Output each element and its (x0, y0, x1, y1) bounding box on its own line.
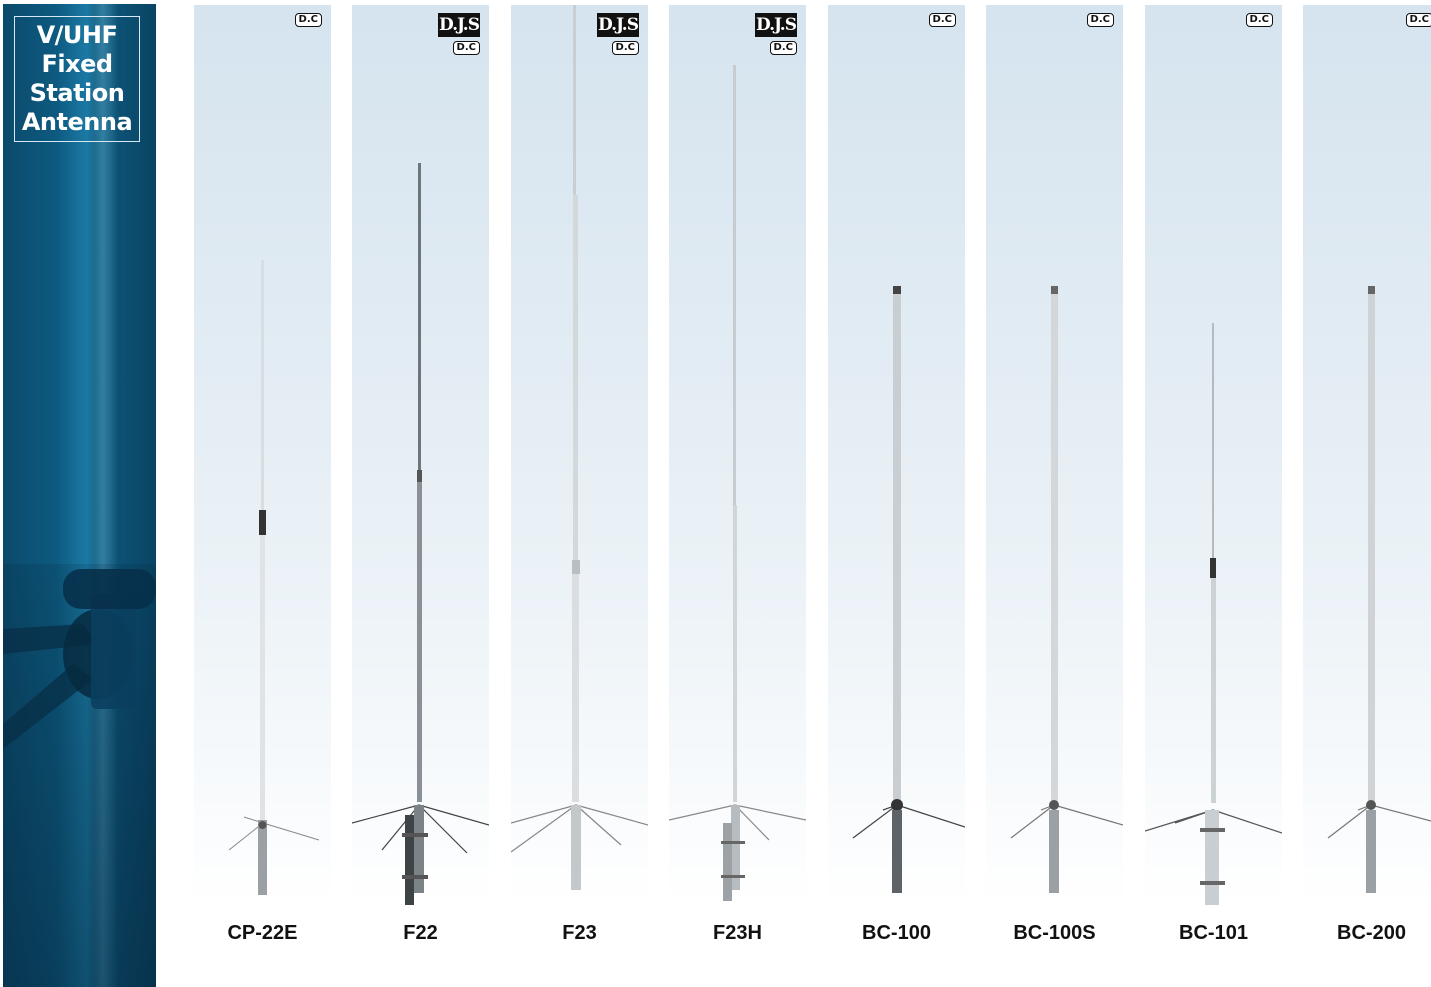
dc-badge: D.C (928, 13, 956, 27)
dc-badge: D.C (611, 41, 639, 55)
antenna-f23-image (511, 5, 648, 890)
model-label-cp-22e: CP-22E (227, 922, 298, 944)
model-label-bc-200: BC-200 (1337, 922, 1406, 944)
product-panel-bc-100s: D.C (986, 5, 1123, 905)
title-box: V/UHF Fixed Station Antenna (14, 16, 140, 142)
product-panel-bc-200: D.C (1303, 5, 1431, 905)
model-label-bc-101: BC-101 (1179, 922, 1248, 944)
model-label-f23h: F23H (713, 922, 762, 944)
antenna-bc-100s-image (1010, 286, 1123, 893)
mount-bracket-graphic (3, 569, 156, 749)
djs-badge: D.J.S (755, 13, 797, 37)
sidebar-pole-highlight (88, 4, 118, 987)
model-label-bc-100s: BC-100S (1013, 922, 1096, 944)
product-panel-f23: D.J.S D.C (511, 5, 648, 905)
title-line-2: Fixed (41, 50, 113, 78)
product-panel-bc-101: D.C (1145, 5, 1282, 905)
title-line-3: Station (29, 79, 125, 107)
antenna-bc-200-image (1327, 286, 1431, 893)
sidebar-banner: V/UHF Fixed Station Antenna (3, 4, 156, 987)
antenna-f23h-image (669, 65, 806, 901)
product-panel-f22: D.J.S D.C (352, 5, 489, 905)
antenna-f22-image (352, 163, 489, 905)
djs-badge: D.J.S (597, 13, 639, 37)
model-label-bc-100: BC-100 (862, 922, 931, 944)
antenna-bc-100-image (852, 286, 965, 893)
antenna-cp-22e-image (228, 260, 320, 895)
product-panel-cp-22e: D.C (194, 5, 331, 905)
dc-badge: D.C (1405, 13, 1431, 27)
dc-badge: D.C (452, 41, 480, 55)
dc-badge: D.C (294, 13, 322, 27)
antenna-bc-101-image (1145, 323, 1282, 905)
dc-badge: D.C (1245, 13, 1273, 27)
dc-badge: D.C (769, 41, 797, 55)
djs-badge: D.J.S (438, 13, 480, 37)
page-title: V/UHF Fixed Station Antenna (21, 21, 133, 137)
product-panel-f23h: D.J.S D.C (669, 5, 806, 905)
model-label-f23: F23 (562, 922, 597, 944)
model-label-f22: F22 (403, 922, 438, 944)
product-panel-bc-100: D.C (828, 5, 965, 905)
title-line-4: Antenna (21, 108, 133, 136)
title-line-1: V/UHF (36, 21, 118, 49)
dc-badge: D.C (1086, 13, 1114, 27)
